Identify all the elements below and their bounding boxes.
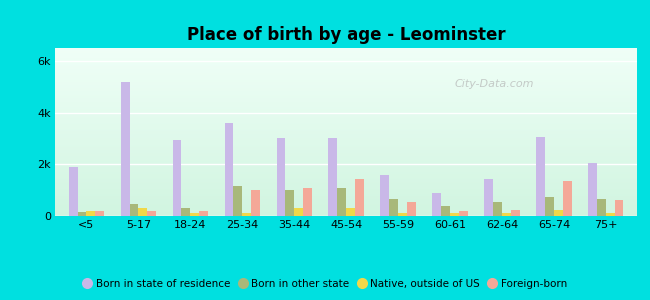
Bar (380, 175, 389, 216)
Bar (328, 139, 337, 216)
Bar (459, 211, 467, 216)
Bar (181, 208, 190, 216)
Bar (225, 123, 233, 216)
Bar (233, 186, 242, 216)
Bar (588, 163, 597, 216)
Bar (199, 211, 208, 216)
Bar (441, 206, 450, 216)
Bar (597, 199, 606, 216)
Bar (407, 202, 416, 216)
Bar (138, 208, 147, 216)
Bar (615, 200, 623, 216)
Bar (276, 139, 285, 216)
Bar (450, 213, 459, 216)
Bar (86, 211, 96, 216)
Bar (129, 204, 138, 216)
Bar (554, 209, 563, 216)
Bar (190, 213, 199, 216)
Bar (242, 213, 251, 216)
Bar (96, 211, 104, 216)
Bar (77, 212, 86, 216)
Bar (563, 181, 571, 216)
Bar (251, 190, 260, 216)
Bar (484, 178, 493, 216)
Bar (346, 208, 355, 216)
Bar (545, 196, 554, 216)
Bar (355, 178, 364, 216)
Text: City-Data.com: City-Data.com (454, 79, 534, 89)
Bar (493, 202, 502, 216)
Bar (432, 193, 441, 216)
Title: Place of birth by age - Leominster: Place of birth by age - Leominster (187, 26, 506, 44)
Bar (121, 82, 129, 216)
Bar (502, 213, 511, 216)
Bar (147, 211, 156, 216)
Bar (398, 213, 407, 216)
Bar (294, 208, 303, 216)
Bar (173, 140, 181, 216)
Bar (606, 213, 615, 216)
Bar (511, 209, 519, 216)
Bar (285, 190, 294, 216)
Legend: Born in state of residence, Born in other state, Native, outside of US, Foreign-: Born in state of residence, Born in othe… (79, 275, 571, 293)
Bar (337, 188, 346, 216)
Bar (69, 167, 77, 216)
Bar (303, 188, 312, 216)
Bar (536, 137, 545, 216)
Bar (389, 199, 398, 216)
